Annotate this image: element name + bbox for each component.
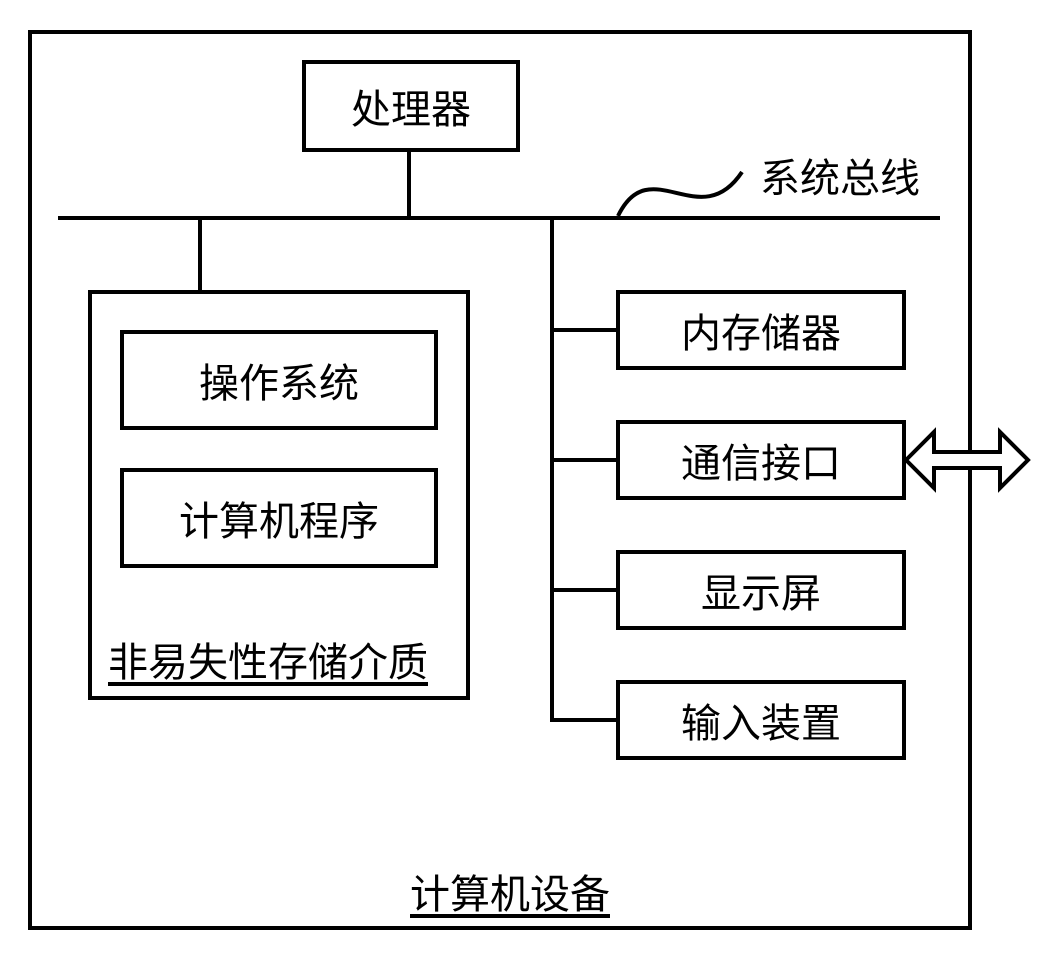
program-label: 计算机程序 [179,489,379,547]
stub-memory [552,328,618,332]
comm-box: 通信接口 [616,420,906,500]
system-bus-line [58,216,940,220]
stub-display [552,588,618,592]
stub-comm [552,458,618,462]
outer-box-label: 计算机设备 [410,862,610,920]
program-box: 计算机程序 [120,468,438,568]
nv-storage-label: 非易失性存储介质 [108,630,428,688]
left-branch-drop [198,216,202,292]
processor-label: 处理器 [351,77,471,135]
processor-box: 处理器 [302,60,520,152]
comm-label: 通信接口 [681,431,841,489]
stub-input [552,718,618,722]
right-branch-drop [550,216,554,722]
display-label: 显示屏 [701,561,821,619]
memory-label: 内存储器 [681,301,841,359]
processor-drop-line [407,152,411,218]
os-box: 操作系统 [120,330,438,430]
display-box: 显示屏 [616,550,906,630]
system-bus-label: 系统总线 [760,146,920,204]
input-label: 输入装置 [681,691,841,749]
memory-box: 内存储器 [616,290,906,370]
input-box: 输入装置 [616,680,906,760]
os-label: 操作系统 [199,351,359,409]
